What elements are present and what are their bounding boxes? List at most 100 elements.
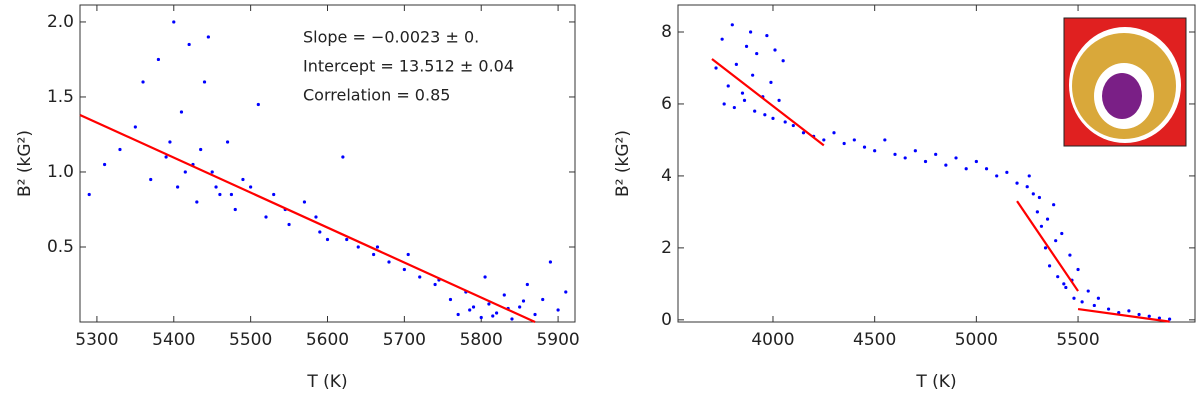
data-point (372, 252, 376, 257)
data-point (156, 57, 161, 62)
data-point (314, 215, 318, 219)
data-point (345, 237, 349, 242)
data-point (744, 44, 749, 48)
data-point (341, 155, 345, 159)
data-point (87, 192, 91, 197)
data-point (740, 91, 745, 95)
data-point (387, 260, 391, 264)
data-point (722, 102, 726, 106)
data-point (1106, 307, 1111, 311)
data-point (1064, 285, 1068, 290)
data-point (984, 167, 989, 171)
x-tick-label: 5400 (152, 330, 195, 350)
data-point (1054, 239, 1058, 243)
data-point (118, 147, 122, 152)
data-point (781, 59, 785, 63)
data-point (433, 282, 437, 287)
data-point (1072, 296, 1076, 300)
y-tick-label: 0 (661, 310, 672, 330)
data-point (241, 177, 245, 182)
data-point (1025, 185, 1029, 189)
y-tick-label: 4 (661, 166, 672, 186)
fit-line (1077, 307, 1170, 323)
x-tick-label: 4000 (751, 330, 794, 350)
data-point (765, 33, 769, 38)
data-point (1062, 282, 1066, 286)
plot-frame (79, 4, 576, 323)
x-tick-label: 5800 (460, 330, 503, 350)
data-point (842, 141, 846, 146)
data-point (318, 230, 322, 234)
data-point (771, 116, 775, 120)
y-tick-label: 6 (661, 94, 672, 114)
data-point (873, 149, 877, 153)
data-point (1045, 217, 1050, 221)
data-point (954, 156, 958, 160)
data-point (777, 98, 781, 102)
data-point (249, 185, 253, 189)
x-tick-label: 5500 (1056, 330, 1099, 350)
data-point (287, 222, 291, 227)
data-point (763, 113, 767, 117)
data-point (149, 177, 153, 182)
data-point (1005, 170, 1009, 174)
data-point (233, 207, 237, 212)
data-point (903, 156, 907, 160)
data-point (141, 80, 145, 84)
data-point (210, 170, 214, 174)
y-axis-label: B² (kG²) (15, 130, 35, 197)
y-tick-label: 2 (661, 238, 672, 258)
x-axis-label: T (K) (306, 372, 347, 392)
data-point (541, 297, 545, 302)
data-point (1068, 253, 1072, 257)
data-point (893, 152, 897, 156)
data-point (944, 163, 948, 167)
y-tick-label: 1.5 (47, 87, 74, 107)
data-point (356, 245, 360, 249)
data-point (995, 174, 999, 178)
data-point (564, 290, 568, 294)
data-point (801, 131, 806, 135)
data-point (753, 109, 757, 113)
y-tick-label: 2.0 (47, 12, 74, 32)
x-tick-label: 5700 (383, 330, 426, 350)
data-point (187, 42, 191, 47)
data-point (1027, 174, 1031, 178)
x-tick-label: 5000 (955, 330, 998, 350)
data-point (225, 140, 230, 144)
y-tick-label: 1.0 (47, 162, 74, 182)
y-tick-label: 8 (661, 22, 672, 42)
data-point (934, 152, 938, 156)
data-point (714, 66, 718, 70)
data-point (1035, 210, 1039, 214)
data-point (862, 145, 867, 149)
data-point (1096, 296, 1100, 300)
data-point (179, 110, 184, 114)
plot-frame (677, 4, 1196, 323)
data-point (494, 311, 499, 315)
inset-sunspot-image (1063, 17, 1187, 147)
data-point (734, 62, 738, 66)
data-point (913, 149, 917, 153)
data-point (1015, 181, 1019, 185)
data-point (102, 162, 107, 167)
data-point (471, 305, 476, 309)
data-point (556, 308, 560, 312)
data-point (218, 192, 222, 197)
data-point (730, 23, 734, 27)
data-point (1092, 303, 1096, 308)
x-tick-label: 5600 (306, 330, 349, 350)
data-point (749, 30, 753, 34)
data-point (479, 315, 483, 320)
data-point (1060, 231, 1064, 236)
data-point (256, 102, 260, 107)
data-point (769, 80, 773, 84)
data-point (487, 302, 491, 306)
x-tick-label: 5500 (229, 330, 272, 350)
data-point (1056, 275, 1060, 279)
data-point (726, 84, 730, 88)
data-point (822, 138, 826, 142)
data-point (168, 140, 172, 144)
data-point (133, 125, 137, 129)
data-point (533, 312, 537, 317)
